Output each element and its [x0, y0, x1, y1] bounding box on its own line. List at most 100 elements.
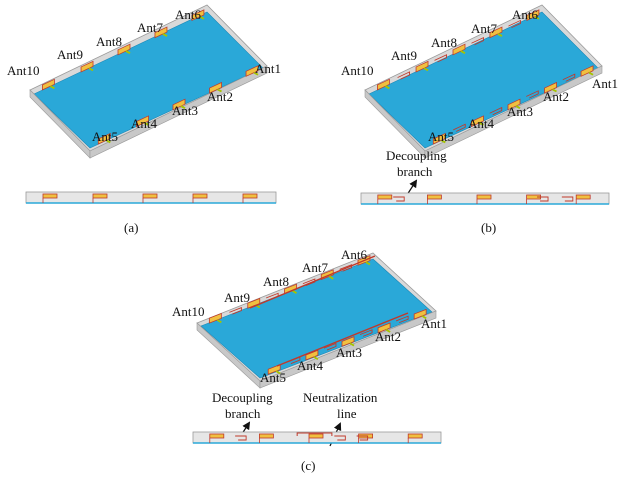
feed-line [478, 122, 485, 126]
side-frame-bottom [89, 65, 268, 159]
feed-line [551, 88, 558, 93]
strip-branch [356, 435, 369, 441]
ant-label-4: Ant4 [297, 358, 324, 373]
antenna-element [432, 132, 446, 145]
annotation-text-line-1: Decoupling [386, 148, 447, 163]
ant-label-1: Ant1 [255, 61, 281, 76]
antenna-radiator [580, 65, 594, 77]
decoupling-branch [323, 342, 337, 351]
feed-line [460, 50, 466, 54]
branch-trace [434, 54, 447, 63]
ant-label-3: Ant3 [507, 104, 533, 119]
strip-branch [393, 196, 405, 202]
antenna-element [341, 336, 355, 347]
feed-line [313, 356, 319, 361]
feed-line [49, 85, 55, 90]
antenna-labels-a: Ant1 Ant2 Ant3 Ant4 Ant5 Ant6 Ant7 Ant8 … [7, 7, 281, 144]
antenna-element [544, 81, 558, 94]
ant-label-2: Ant2 [375, 329, 401, 344]
antenna-radiator [117, 43, 131, 56]
ant-label-6: Ant6 [512, 7, 539, 22]
antenna-element [80, 60, 94, 73]
antenna-radiator [432, 132, 446, 145]
ant-label-5: Ant5 [428, 129, 454, 144]
antenna-element [526, 9, 540, 22]
panel-c-side-view [192, 431, 442, 444]
strip-antenna [242, 193, 258, 199]
ant-label-8: Ant8 [431, 35, 457, 50]
feed-line [199, 15, 205, 20]
decoupling-branch-annotation-b: Decoupling branch [386, 148, 447, 199]
antenna-element [209, 81, 223, 94]
decoupling-branch [229, 306, 242, 315]
strip-antenna [377, 194, 393, 200]
decoupling-branch [397, 71, 411, 80]
antenna-element [376, 78, 390, 91]
strip-neutralization-line [296, 432, 333, 436]
strip-antenna [192, 193, 208, 199]
antenna-element [42, 78, 55, 91]
antenna-element [172, 98, 186, 111]
antenna-radiator [526, 9, 540, 22]
branch-trace [508, 19, 521, 29]
antenna-element [377, 322, 391, 334]
antenna-element [471, 115, 485, 128]
annotation-text-line-1: Neutralization [303, 390, 378, 405]
feed-line [143, 122, 150, 126]
feed-line [105, 139, 111, 144]
panel-a: Ant1 Ant2 Ant3 Ant4 Ant5 Ant6 Ant7 Ant8 … [7, 4, 281, 235]
branch-trace [323, 342, 337, 351]
strip-antenna [258, 433, 274, 439]
panel-c-3d-view [196, 252, 437, 389]
decoupling-branch [396, 315, 409, 324]
antenna-radiator [415, 60, 429, 73]
panel-a-side-view [25, 191, 277, 204]
feed-line [328, 275, 334, 280]
feed-line [365, 261, 371, 266]
feed-line [497, 33, 503, 37]
antenna-labels-c: Ant1 Ant2 Ant3 Ant4 Ant5 Ant6 Ant7 Ant8 … [172, 247, 447, 385]
decoupling-branch [471, 36, 484, 46]
ant-label-8: Ant8 [96, 34, 122, 49]
feed-line [384, 85, 390, 90]
ant-label-7: Ant7 [302, 260, 329, 275]
ant-label-7: Ant7 [137, 20, 164, 35]
branch-trace [453, 123, 466, 132]
feed-line [291, 289, 298, 294]
ant-label-5: Ant5 [92, 129, 118, 144]
side-frame-bottom [259, 310, 437, 389]
strip-branch [334, 435, 346, 441]
ant-label-7: Ant7 [471, 21, 498, 36]
antenna-radiator [489, 26, 503, 39]
feed-line [253, 71, 259, 76]
caption-c: (c) [301, 458, 315, 473]
ant-label-10: Ant10 [172, 304, 205, 319]
branch-trace [397, 71, 411, 80]
antenna-element [191, 9, 205, 22]
strip-antenna [575, 194, 591, 200]
antenna-element [117, 43, 131, 56]
antenna-element [267, 364, 281, 375]
annotation-text-line-2: branch [397, 164, 433, 179]
ant-label-5: Ant5 [260, 370, 286, 385]
antenna-radiator [42, 78, 55, 91]
panel-c: Ant1 Ant2 Ant3 Ant4 Ant5 Ant6 Ant7 Ant8 … [172, 247, 447, 473]
antenna-element [415, 60, 429, 73]
ant-label-9: Ant9 [224, 290, 250, 305]
antenna-element [413, 308, 427, 320]
branch-trace [396, 315, 409, 324]
decoupling-branch [489, 106, 503, 116]
ant-label-6: Ant6 [175, 7, 202, 22]
feed-line [216, 319, 222, 324]
feed-line [534, 15, 540, 20]
ant-label-6: Ant6 [341, 247, 368, 262]
strip-antenna [308, 433, 324, 439]
feed-line [275, 370, 281, 375]
antenna-element [507, 98, 521, 111]
antenna-radiator [80, 60, 94, 73]
antenna-radiator [267, 364, 281, 375]
decoupling-branch [526, 90, 539, 99]
feed-line [385, 328, 391, 333]
antenna-radiator [209, 81, 222, 94]
